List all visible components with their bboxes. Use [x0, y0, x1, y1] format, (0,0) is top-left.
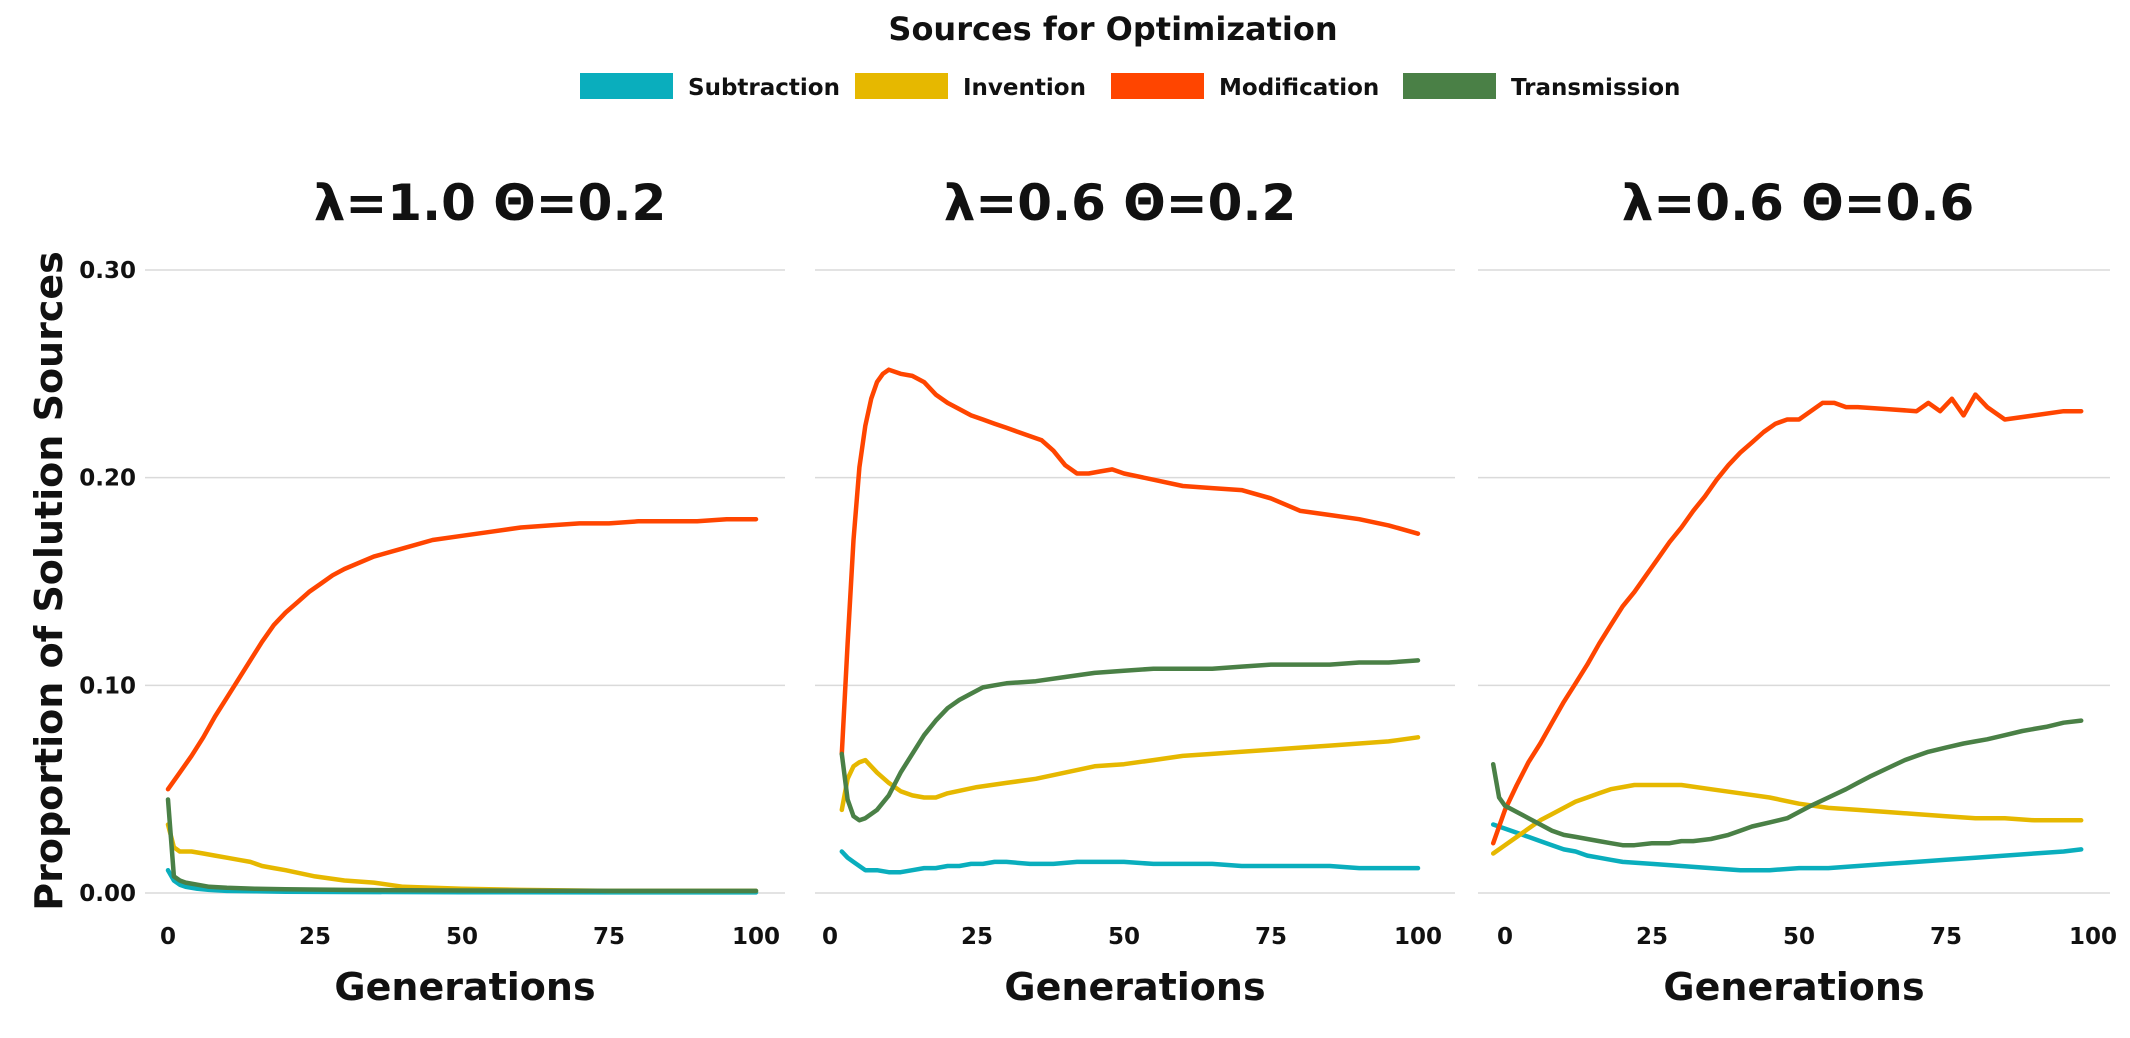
- x-axis-label: Generations: [1004, 965, 1265, 1009]
- series-line-transmission: [1490, 718, 2084, 848]
- legend-label-modification: Modification: [1219, 75, 1379, 101]
- panel-title: λ=1.0 Θ=0.2: [314, 174, 667, 232]
- x-tick-label: 25: [299, 924, 331, 950]
- y-axis-label: Proportion of Solution Sources: [27, 251, 71, 911]
- series-line-invention: [839, 735, 1421, 813]
- x-tick-label: 75: [1255, 924, 1287, 950]
- x-tick-label: 100: [2069, 924, 2117, 950]
- legend-title: Sources for Optimization: [888, 10, 1337, 48]
- chart-panel-3: λ=0.6 Θ=0.6 0 25 50 75 100 Generations: [1478, 174, 2117, 1009]
- series-line-subtraction: [1490, 822, 2084, 873]
- x-tick-label: 100: [1394, 924, 1442, 950]
- series-line-transmission: [165, 797, 759, 894]
- legend-label-subtraction: Subtraction: [688, 75, 840, 101]
- x-tick-label: 0: [822, 924, 838, 950]
- series-line-transmission: [839, 658, 1421, 823]
- series-line-modification: [165, 516, 759, 792]
- x-tick-label: 50: [446, 924, 478, 950]
- chart-panels: λ=1.0 Θ=0.2 0.00 0.10 0.20 0.30 0 25 50 75 100 Gen…: [79, 174, 2117, 1009]
- x-tick-label: 0: [1497, 924, 1513, 950]
- chart-panel-1: λ=1.0 Θ=0.2 0.00 0.10 0.20 0.30 0 25 50 75 100 Gen…: [79, 174, 785, 1009]
- panel-title: λ=0.6 Θ=0.6: [1622, 174, 1975, 232]
- legend: Sources for Optimization Subtraction Inve…: [580, 10, 1680, 101]
- series-line-modification: [1490, 392, 2084, 846]
- legend-swatch-transmission: [1403, 73, 1496, 99]
- legend-label-transmission: Transmission: [1511, 75, 1680, 101]
- y-tick-label: 0.30: [79, 258, 136, 284]
- legend-swatch-modification: [1111, 73, 1204, 99]
- x-tick-label: 75: [593, 924, 625, 950]
- legend-swatch-invention: [855, 73, 948, 99]
- x-tick-label: 50: [1783, 924, 1815, 950]
- series-line-modification: [839, 367, 1421, 757]
- series-line-invention: [1490, 782, 2084, 856]
- x-axis-label: Generations: [334, 965, 595, 1009]
- x-tick-label: 75: [1930, 924, 1962, 950]
- x-tick-label: 0: [160, 924, 176, 950]
- y-tick-label: 0.00: [79, 881, 136, 907]
- x-axis-label: Generations: [1663, 965, 1924, 1009]
- legend-swatch-subtraction: [580, 73, 673, 99]
- series-line-subtraction: [839, 849, 1421, 875]
- x-tick-label: 25: [1636, 924, 1668, 950]
- series-line-invention: [165, 822, 759, 894]
- y-tick-label: 0.20: [79, 466, 136, 492]
- legend-label-invention: Invention: [963, 75, 1086, 101]
- x-tick-label: 100: [732, 924, 780, 950]
- x-tick-label: 50: [1108, 924, 1140, 950]
- y-tick-label: 0.10: [79, 673, 136, 699]
- chart-panel-2: λ=0.6 Θ=0.2 0 25 50 75 100 Generations: [815, 174, 1455, 1009]
- panel-title: λ=0.6 Θ=0.2: [944, 174, 1297, 232]
- x-tick-label: 25: [961, 924, 993, 950]
